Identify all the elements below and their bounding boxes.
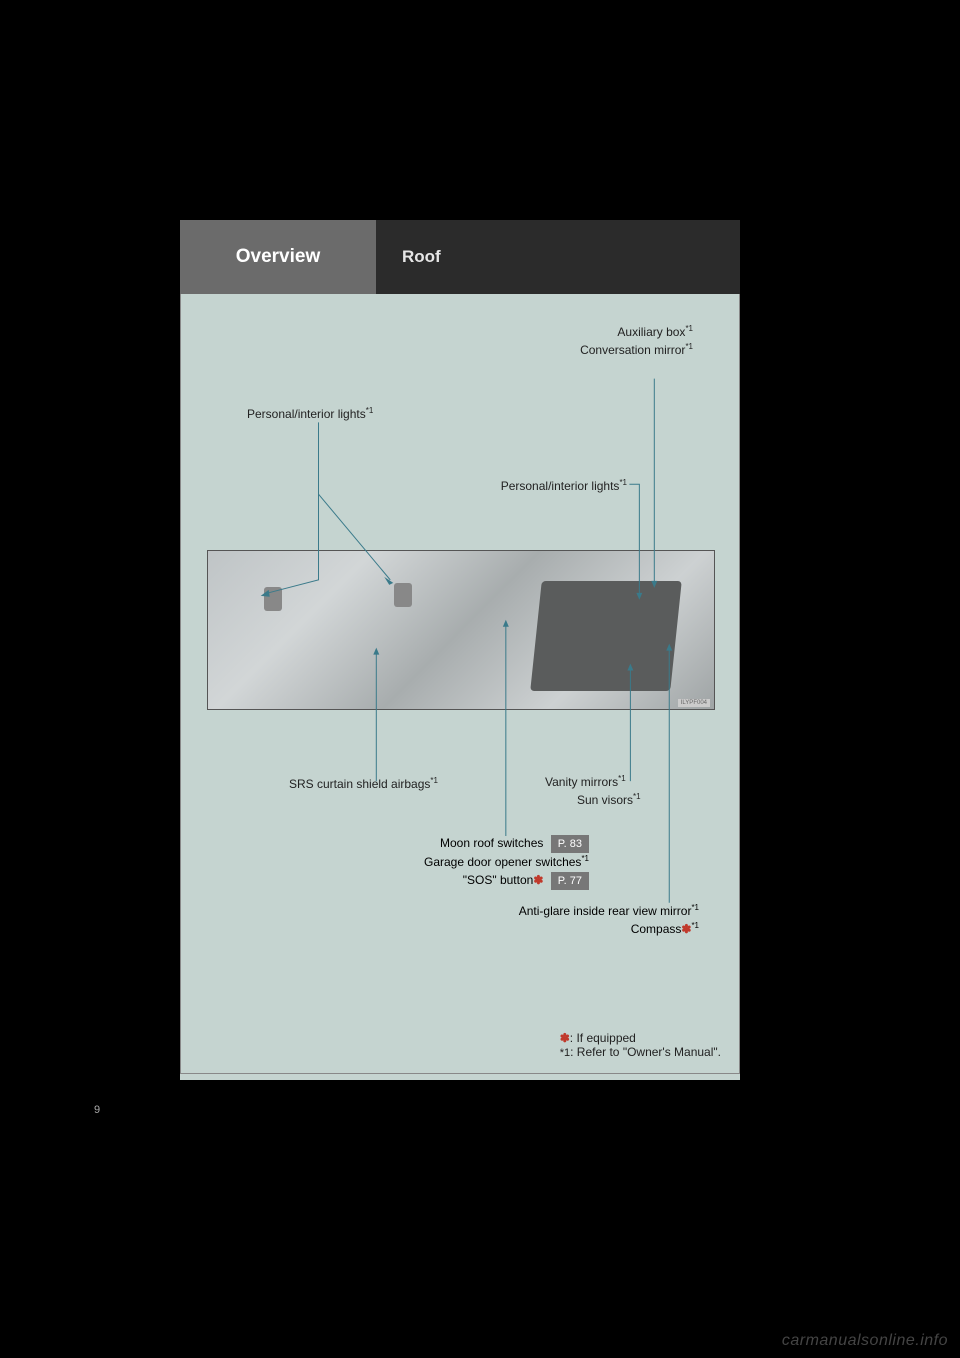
title-label: Roof	[402, 247, 441, 267]
sos-button-label: "SOS" button✽ P. 77	[424, 871, 589, 890]
page-frame: Overview Roof ILYPF004	[180, 220, 740, 1080]
label-text: Sun visors	[577, 793, 633, 807]
anti-glare-label: Anti-glare inside rear view mirror*1	[519, 902, 699, 920]
label-text: Moon roof switches	[440, 836, 543, 850]
roof-diagram-image: ILYPF004	[207, 550, 715, 710]
auxiliary-box-label: Auxiliary box*1	[617, 324, 693, 339]
personal-lights-left-label: Personal/interior lights*1	[247, 406, 373, 421]
footnote-ref: *1	[685, 342, 693, 351]
label-text: Personal/interior lights	[501, 479, 620, 493]
label-text: Garage door opener switches	[424, 855, 581, 869]
footnote-ref: *1	[633, 792, 641, 801]
overview-label: Overview	[236, 246, 321, 268]
footnote-ref: *1	[366, 406, 374, 415]
footnote-owners-manual: *1: Refer to "Owner's Manual".	[560, 1045, 721, 1059]
label-text: Compass	[631, 922, 682, 936]
footnote-equipped: ✽: If equipped	[560, 1031, 721, 1045]
center-control-group: Moon roof switches P. 83 Garage door ope…	[424, 834, 589, 890]
footnote-text: : If equipped	[570, 1031, 636, 1045]
overview-box: Overview	[180, 220, 376, 294]
conversation-mirror-label: Conversation mirror*1	[580, 342, 693, 357]
watermark: carmanualsonline.info	[782, 1332, 948, 1350]
asterisk-icon: ✽	[533, 873, 543, 887]
asterisk-icon: ✽	[560, 1031, 570, 1045]
page-number: 9	[94, 1104, 100, 1116]
image-feature	[394, 583, 412, 607]
label-text: Auxiliary box	[617, 325, 685, 339]
label-text: Anti-glare inside rear view mirror	[519, 904, 692, 918]
compass-label: Compass✽*1	[519, 920, 699, 938]
image-feature	[264, 587, 282, 611]
footnote-ref: *1	[618, 774, 626, 783]
footnote-symbol: *1	[560, 1047, 570, 1059]
header-bar: Overview Roof	[180, 220, 740, 294]
label-text: Vanity mirrors	[545, 775, 618, 789]
moon-roof-label: Moon roof switches P. 83	[424, 834, 589, 853]
label-text: "SOS" button	[463, 873, 534, 887]
footnote-ref: *1	[581, 854, 589, 863]
footnotes-block: ✽: If equipped *1: Refer to "Owner's Man…	[560, 1031, 721, 1059]
personal-lights-right-label: Personal/interior lights*1	[501, 478, 627, 493]
vanity-mirrors-label: Vanity mirrors*1	[545, 774, 626, 789]
footnote-ref: *1	[691, 921, 699, 930]
footnote-ref: *1	[685, 324, 693, 333]
title-box: Roof	[376, 220, 740, 294]
page-ref-pill: P. 77	[551, 872, 589, 891]
footnote-ref: *1	[691, 903, 699, 912]
image-code-label: ILYPF004	[678, 699, 710, 707]
label-text: SRS curtain shield airbags	[289, 777, 430, 791]
asterisk-icon: ✽	[681, 922, 691, 936]
srs-airbags-label: SRS curtain shield airbags*1	[289, 776, 438, 791]
garage-door-label: Garage door opener switches*1	[424, 853, 589, 871]
sun-visors-label: Sun visors*1	[577, 792, 641, 807]
footnote-ref: *1	[430, 776, 438, 785]
page-ref-pill: P. 83	[551, 835, 589, 854]
mirror-group: Anti-glare inside rear view mirror*1 Com…	[519, 902, 699, 938]
footnote-text: : Refer to "Owner's Manual".	[570, 1045, 721, 1059]
label-text: Personal/interior lights	[247, 407, 366, 421]
image-sunroof-panel	[530, 581, 682, 691]
content-area: ILYPF004	[180, 294, 740, 1074]
label-text: Conversation mirror	[580, 343, 685, 357]
footnote-ref: *1	[619, 478, 627, 487]
